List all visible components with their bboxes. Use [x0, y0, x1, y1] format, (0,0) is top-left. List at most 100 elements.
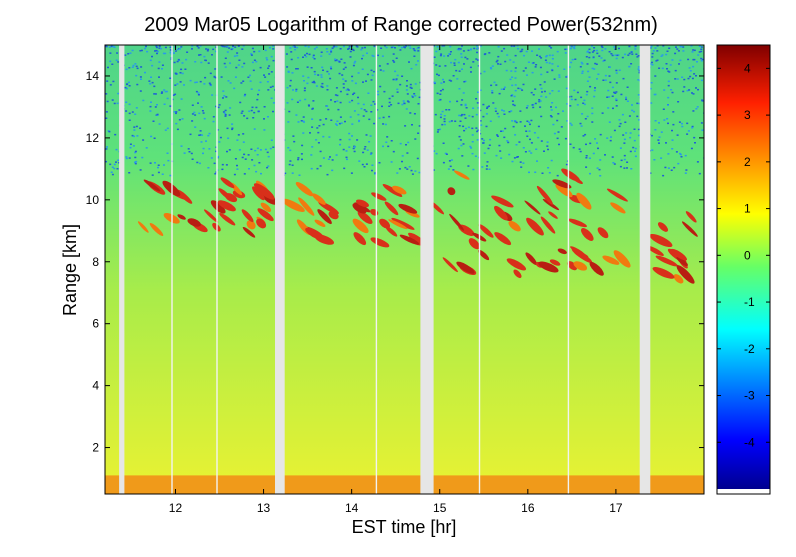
- noise-speck: [625, 98, 628, 101]
- noise-speck: [197, 92, 200, 94]
- noise-speck: [166, 97, 169, 100]
- noise-speck: [207, 134, 210, 137]
- noise-speck: [628, 115, 631, 117]
- noise-speck: [110, 171, 113, 173]
- noise-speck: [633, 139, 636, 142]
- noise-speck: [604, 74, 607, 77]
- noise-speck: [156, 114, 159, 116]
- noise-speck: [551, 58, 554, 60]
- cloud-streak: [379, 218, 391, 229]
- noise-speck: [303, 89, 306, 92]
- noise-speck: [637, 68, 640, 70]
- noise-speck: [392, 150, 395, 153]
- noise-speck: [589, 172, 591, 175]
- cloud-streak: [177, 214, 186, 220]
- noise-speck: [459, 120, 462, 122]
- noise-speck: [135, 160, 138, 163]
- noise-speck: [125, 68, 128, 71]
- noise-speck: [565, 48, 568, 50]
- noise-speck: [335, 87, 338, 89]
- noise-speck: [365, 110, 368, 113]
- noise-speck: [408, 61, 410, 63]
- noise-speck: [701, 129, 704, 131]
- noise-speck: [302, 132, 305, 134]
- noise-speck: [291, 164, 294, 166]
- noise-speck: [414, 83, 417, 85]
- noise-speck: [230, 48, 233, 51]
- noise-speck: [539, 84, 542, 86]
- noise-speck: [582, 102, 585, 104]
- noise-speck: [530, 142, 533, 144]
- noise-speck: [525, 50, 528, 53]
- noise-speck: [417, 103, 420, 105]
- noise-speck: [247, 154, 250, 156]
- noise-speck: [463, 81, 466, 83]
- cloud-streak: [388, 219, 408, 230]
- noise-speck: [570, 98, 573, 101]
- noise-speck: [167, 159, 170, 162]
- noise-speck: [401, 46, 403, 49]
- noise-speck: [417, 132, 420, 134]
- noise-speck: [476, 45, 478, 47]
- noise-speck: [516, 156, 518, 158]
- noise-speck: [497, 115, 500, 118]
- noise-speck: [267, 67, 270, 69]
- noise-speck: [140, 49, 143, 52]
- noise-speck: [472, 61, 475, 63]
- noise-speck: [249, 80, 252, 82]
- noise-speck: [620, 159, 623, 162]
- cloud-streak: [581, 228, 594, 241]
- noise-speck: [696, 161, 699, 163]
- noise-speck: [351, 80, 354, 82]
- noise-speck: [339, 143, 341, 146]
- noise-speck: [433, 45, 435, 47]
- noise-speck: [546, 141, 549, 143]
- cloud-streak: [670, 248, 688, 261]
- noise-speck: [226, 127, 229, 130]
- noise-speck: [325, 118, 328, 120]
- noise-speck: [218, 141, 221, 143]
- noise-speck: [573, 89, 576, 92]
- noise-speck: [224, 115, 227, 117]
- noise-speck: [523, 54, 525, 57]
- noise-speck: [250, 109, 253, 112]
- noise-speck: [315, 139, 318, 141]
- noise-speck: [624, 53, 627, 56]
- noise-speck: [195, 81, 198, 83]
- noise-speck: [125, 110, 128, 112]
- noise-speck: [364, 146, 367, 148]
- noise-speck: [330, 67, 333, 70]
- noise-speck: [109, 60, 112, 63]
- noise-speck: [433, 56, 436, 58]
- noise-speck: [541, 91, 543, 93]
- noise-speck: [671, 129, 673, 132]
- noise-speck: [498, 92, 501, 95]
- noise-speck: [124, 54, 127, 56]
- noise-speck: [315, 85, 318, 87]
- noise-speck: [134, 113, 137, 115]
- noise-speck: [200, 141, 203, 143]
- noise-speck: [242, 141, 245, 143]
- boundary-layer: [105, 475, 704, 494]
- noise-speck: [272, 59, 275, 62]
- noise-speck: [511, 84, 514, 87]
- noise-speck: [501, 109, 503, 111]
- noise-speck: [360, 48, 363, 51]
- noise-speck: [687, 77, 690, 80]
- noise-speck: [684, 154, 687, 157]
- noise-speck: [308, 105, 310, 107]
- cloud-streak: [281, 198, 305, 212]
- cloud-streak: [295, 181, 314, 197]
- noise-speck: [180, 68, 183, 71]
- noise-speck: [326, 89, 329, 91]
- noise-speck: [519, 161, 522, 163]
- y-tick-label: 12: [86, 131, 100, 145]
- noise-speck: [497, 46, 500, 48]
- noise-speck: [224, 57, 227, 59]
- noise-speck: [683, 78, 686, 81]
- noise-speck: [204, 76, 207, 79]
- noise-speck: [177, 58, 180, 61]
- noise-speck: [588, 76, 591, 78]
- noise-speck: [591, 51, 594, 53]
- noise-speck: [547, 167, 550, 169]
